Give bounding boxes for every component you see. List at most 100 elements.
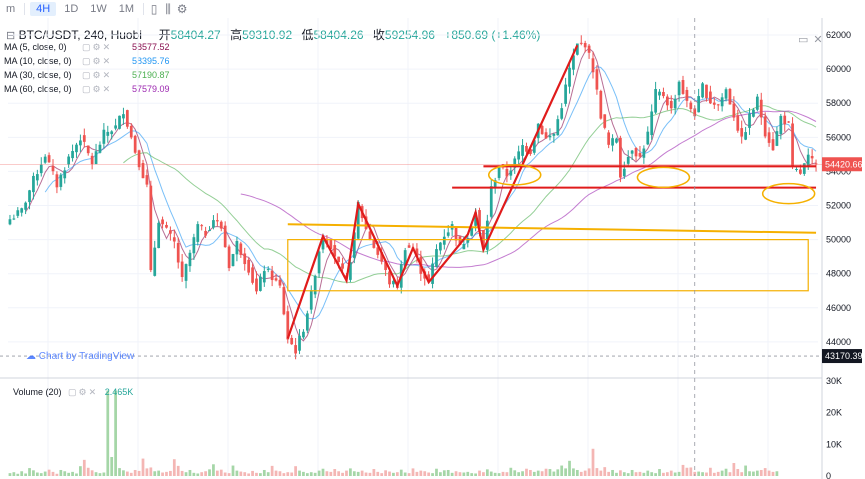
volume-bar (685, 467, 689, 476)
volume-bar (454, 471, 458, 476)
timeframe-1m-button[interactable]: 1M (118, 3, 135, 15)
timeframe-1w-button[interactable]: 1W (90, 3, 107, 15)
candle-body (133, 135, 137, 153)
close-pane-icon[interactable]: ✕ (813, 34, 828, 46)
volume-bar (665, 472, 669, 476)
timeframe-minutes-button[interactable]: m (6, 3, 16, 15)
volume-bar (176, 465, 180, 476)
volume-bar (59, 469, 63, 476)
volume-bar (579, 471, 583, 476)
volume-bar (423, 471, 427, 476)
candle-body (388, 271, 391, 285)
candle-body (286, 311, 290, 340)
candle-body (454, 227, 458, 241)
candle-body (39, 164, 43, 174)
candle-body (744, 132, 747, 140)
volume-bar (259, 473, 262, 476)
volume-bar (521, 471, 524, 476)
candle-body (611, 138, 614, 146)
candle-body (255, 278, 258, 292)
volume-bar (231, 465, 235, 476)
volume-bar (767, 470, 771, 476)
candle-body (329, 239, 333, 249)
timeframe-1d-button[interactable]: 1D (64, 3, 79, 15)
volume-bar (325, 471, 329, 476)
candle-body (51, 165, 55, 172)
volume-bar (759, 469, 763, 476)
volume-bar (302, 471, 305, 476)
volume-bar (94, 472, 98, 476)
candle-body (622, 168, 626, 177)
volume-bar (724, 468, 728, 476)
volume-bar (705, 472, 708, 476)
volume-bar (294, 466, 297, 476)
candle-body (407, 245, 411, 248)
volume-bar (165, 471, 168, 476)
candle-body (529, 149, 532, 154)
candle-body (184, 264, 188, 281)
pane-controls[interactable]: ▭✕ (798, 33, 828, 46)
candle-body (642, 148, 646, 158)
volume-bar (572, 468, 575, 476)
candle-body (791, 123, 794, 167)
volume-bar (215, 470, 219, 476)
candle-body (752, 109, 755, 117)
volume-bar (466, 471, 470, 476)
volume-bar (161, 472, 164, 476)
candle-body (86, 145, 90, 154)
volume-bar (544, 468, 548, 476)
candle-body (619, 137, 622, 178)
candle-body (90, 155, 94, 165)
collapse-legend-icon[interactable]: ⊟ (6, 30, 16, 42)
candle-body (544, 132, 548, 139)
watermark-text: Chart by TradingView (38, 351, 135, 362)
indicator-controls[interactable]: ▢⚙✕ (82, 69, 113, 80)
tradingview-watermark[interactable]: ☁ Chart by TradingView (26, 351, 134, 362)
volume-bar (712, 472, 716, 476)
zigzag-line (286, 44, 579, 339)
bar-chart-icon[interactable]: ⫼ (165, 1, 171, 16)
candle-body (591, 58, 595, 73)
candle-body (59, 174, 63, 187)
volume-bar (568, 460, 571, 476)
volume-bar (192, 472, 196, 476)
indicator-controls[interactable]: ▢⚙✕ (82, 55, 113, 66)
candle-body (748, 113, 751, 128)
volume-bar (349, 468, 352, 476)
volume-bar (701, 472, 704, 476)
candle-body (215, 220, 219, 222)
candle-body (439, 242, 442, 251)
volume-bar (564, 468, 567, 476)
candle-body (646, 131, 650, 145)
indicator-name: MA (30, close, 0) (4, 70, 72, 80)
volume-bar (775, 471, 779, 476)
candle-body (356, 202, 360, 239)
candle-body (697, 96, 701, 113)
candle-body (630, 150, 634, 154)
candle-body (795, 168, 798, 170)
volume-bar (615, 472, 618, 476)
indicator-controls[interactable]: ▢⚙✕ (82, 83, 113, 94)
volume-bar (384, 470, 387, 476)
volume-bar (415, 471, 419, 476)
indicator-controls[interactable]: ▢⚙✕ (82, 41, 113, 52)
volume-bar (329, 471, 333, 476)
maximize-pane-icon[interactable]: ▭ (798, 34, 814, 46)
candle-body (485, 220, 489, 250)
timeframe-4h-button[interactable]: 4H (30, 2, 57, 16)
volume-bar (435, 468, 438, 476)
volume-bar (43, 471, 47, 476)
settings-icon[interactable]: ⚙ (176, 2, 188, 16)
volume-bar (450, 472, 454, 476)
volume-bar (446, 469, 450, 476)
volume-legend: Volume (20) ▢⚙✕ 2.465K (13, 387, 133, 398)
candles-icon[interactable]: ▯ (150, 2, 158, 16)
volume-bar (364, 472, 368, 476)
volume-tick-label: 10K (826, 439, 842, 449)
candle-body (208, 230, 211, 232)
candle-body (28, 190, 31, 203)
candle-body (783, 115, 787, 125)
volume-controls[interactable]: ▢⚙✕ (68, 387, 99, 397)
volume-bar (431, 473, 434, 476)
